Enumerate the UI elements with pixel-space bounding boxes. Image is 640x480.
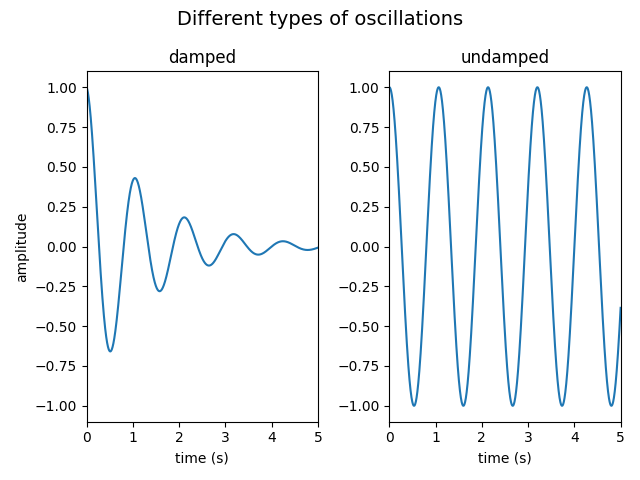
X-axis label: time (s): time (s) (175, 451, 229, 465)
Text: Different types of oscillations: Different types of oscillations (177, 10, 463, 29)
Y-axis label: amplitude: amplitude (15, 211, 29, 282)
Title: undamped: undamped (460, 49, 550, 67)
Title: damped: damped (168, 49, 236, 67)
X-axis label: time (s): time (s) (478, 451, 532, 465)
